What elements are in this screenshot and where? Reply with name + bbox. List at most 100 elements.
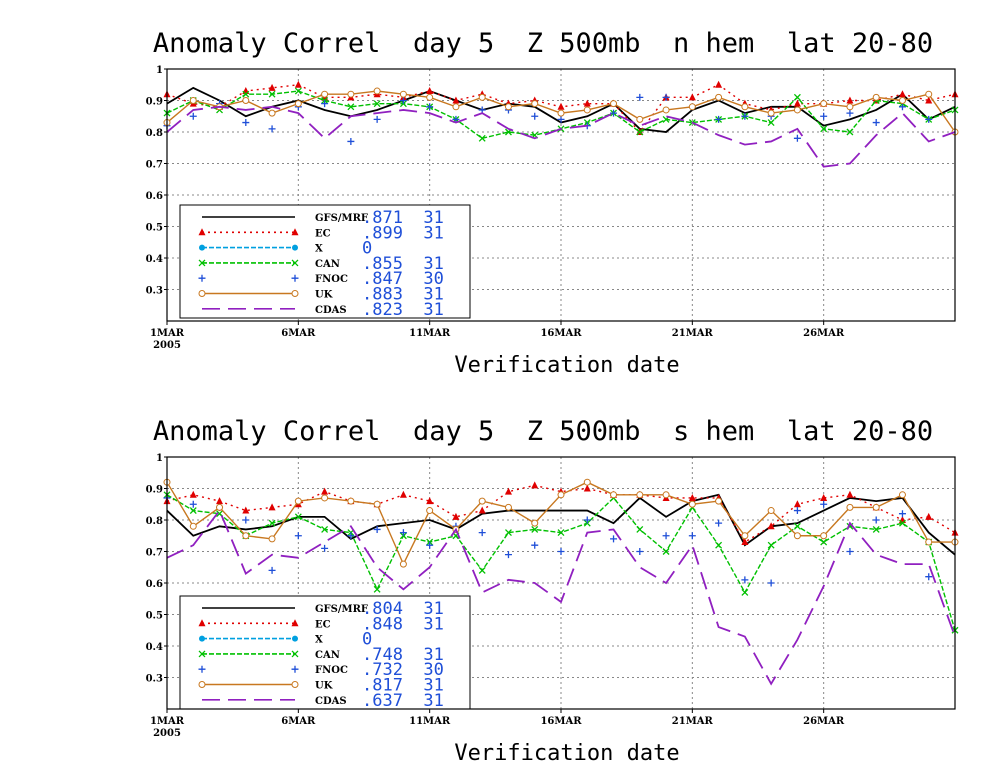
data-point [793,93,801,101]
data-point [688,103,696,111]
data-point [741,103,749,111]
chart-title: Anomaly Correl day 5 Z 500mb s hem lat 2… [153,416,933,447]
data-point [504,103,512,111]
x-tick-label: 1MAR [150,328,185,339]
y-tick-label: 0.5 [146,611,163,622]
series-fnoc [163,93,933,145]
y-tick-label: 0.4 [146,642,163,653]
data-point [321,100,329,108]
legend-item: UK .817 31 [198,676,444,696]
data-point [583,478,591,486]
legend-label: X [315,244,323,255]
legend-marker [291,665,299,673]
data-point [925,573,933,581]
data-point [846,96,854,104]
y-tick-label: 1 [156,65,163,76]
data-point [767,119,775,127]
data-point [531,541,539,549]
legend-item: CDAS .823 31 [202,300,444,320]
legend-marker [291,619,299,627]
data-point [189,490,197,498]
data-point [662,93,670,101]
data-point [399,529,407,537]
x-tick-label: 26MAR [803,716,845,727]
legend-value: .848 31 [362,614,444,634]
data-point [846,548,854,555]
legend-marker [199,635,205,642]
data-point [872,119,880,127]
data-point [583,99,591,107]
data-point [688,500,696,508]
data-point [531,100,539,108]
legend-label: CAN [315,650,340,661]
legend-item: FNOC .732 30 [198,660,444,680]
data-point [189,112,197,120]
data-point [925,538,933,546]
data-point [478,134,486,142]
x-axis-label: Verification date [454,741,679,766]
y-tick-label: 0.6 [146,191,163,202]
data-point [294,87,302,95]
legend-label: FNOC [315,274,348,285]
y-tick-label: 0.7 [146,548,163,559]
y-tick-label: 0.9 [146,485,163,496]
data-point [846,490,854,498]
data-point [399,560,407,568]
legend-marker [198,228,206,236]
legend-marker [291,259,299,267]
data-point [925,90,933,98]
data-point [741,576,749,584]
x-tick-year: 2005 [153,728,181,739]
legend-item: FNOC .847 30 [198,269,444,289]
legend-marker [198,290,206,297]
data-point [636,128,644,136]
x-tick-label: 11MAR [409,328,451,339]
data-point [294,532,302,540]
south-hemisphere-panel: Anomaly Correl day 5 Z 500mb s hem lat 2… [146,416,959,766]
data-point [478,93,486,101]
y-tick-label: 0.9 [146,97,163,108]
x-tick-label: 16MAR [540,716,582,727]
data-point [846,128,854,136]
y-tick-label: 0.4 [146,254,163,265]
data-point [820,500,828,508]
x-tick-label: 1MAR [150,716,185,727]
data-point [741,112,749,120]
x-tick-label: 21MAR [672,716,714,727]
data-point [793,532,801,540]
y-tick-label: 0.5 [146,223,163,234]
north-hemisphere-panel: Anomaly Correl day 5 Z 500mb n hem lat 2… [146,28,959,378]
legend-marker [198,650,206,658]
data-point [321,487,329,495]
data-point [820,493,828,501]
data-point [662,491,670,499]
data-point [216,497,224,505]
legend-item: CAN .855 31 [198,254,444,274]
data-point [557,491,565,499]
x-tick-label: 26MAR [803,328,845,339]
data-point [242,506,250,514]
data-point [268,125,276,133]
data-point [452,103,460,111]
x-tick-label: 6MAR [281,716,316,727]
series-cdas [166,105,956,168]
data-point [820,538,828,546]
data-point [662,548,670,555]
data-point [715,93,723,101]
legend-value: .804 31 [362,599,444,619]
data-point [820,112,828,120]
legend-label: GFS/MRF [315,213,368,224]
data-point [899,519,906,527]
data-point [636,93,644,101]
data-point [662,106,670,114]
data-point [242,87,250,95]
data-point [347,497,355,505]
data-point [268,535,276,543]
data-point [557,529,565,537]
data-point [610,109,618,117]
data-point [688,493,696,501]
data-point [662,532,670,540]
data-point [872,516,880,524]
data-point [426,87,434,95]
